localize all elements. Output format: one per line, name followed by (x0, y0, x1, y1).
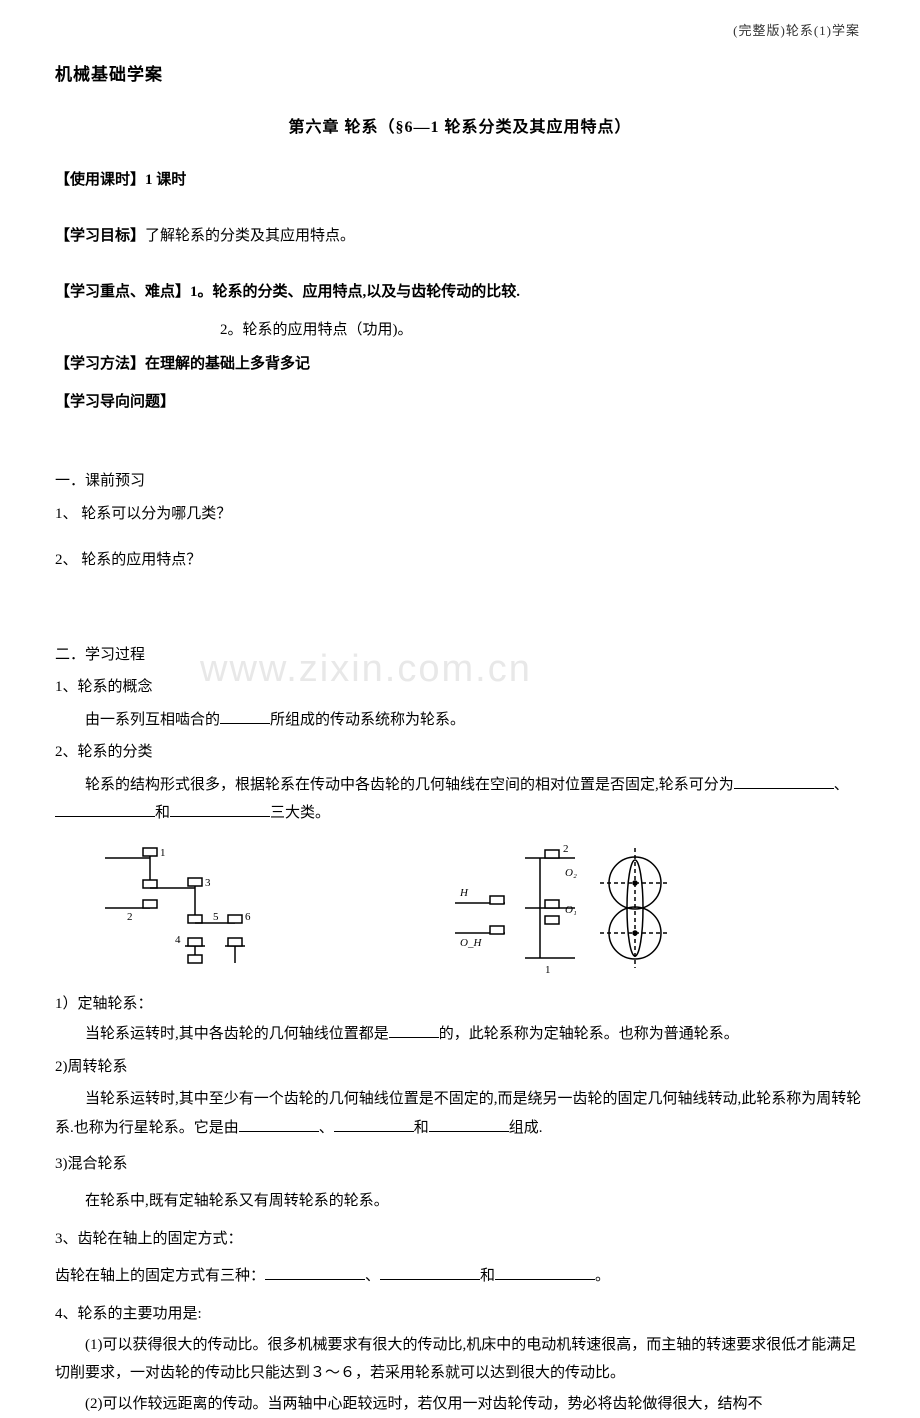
item-2-title: 2)周转轮系 (55, 1053, 865, 1082)
blank (734, 774, 834, 789)
method-label: 【学习方法】 (55, 356, 145, 372)
chapter-title: 第六章 轮系（§6—1 轮系分类及其应用特点） (55, 113, 865, 137)
blank (170, 802, 270, 817)
sec2-1-title: 1、轮系的概念 (55, 673, 865, 702)
sec2-2-text-d: 三大类。 (270, 805, 330, 821)
method-text: 在理解的基础上多背多记 (145, 356, 310, 372)
svg-text:O₁: O₁ (565, 904, 577, 916)
item-2-text-d: 组成. (509, 1120, 543, 1136)
item-1-text-b: 的，此轮系称为定轴轮系。也称为普通轮系。 (439, 1026, 739, 1042)
sec2-2-text-a: 轮系的结构形式很多，根据轮系在传动中各齿轮的几何轴线在空间的相对位置是否固定,轮… (55, 777, 734, 793)
svg-text:H: H (459, 887, 469, 899)
sec2-3-text-c: 和 (480, 1268, 495, 1284)
svg-text:2: 2 (563, 843, 569, 855)
svg-text:6: 6 (245, 911, 251, 923)
diagram-fixed-axis: 1 3 2 5 6 4 (85, 838, 265, 978)
item-1-text-a: 当轮系运转时,其中各齿轮的几何轴线位置都是 (85, 1026, 389, 1042)
sec2-2-title: 2、轮系的分类 (55, 738, 865, 767)
blank (265, 1265, 365, 1280)
sec1-q1: 1、 轮系可以分为哪几类？ (55, 500, 865, 529)
sec2-3-title: 3、齿轮在轴上的固定方式： (55, 1225, 865, 1254)
goal-label: 【学习目标】 (55, 228, 145, 244)
focus-item1: 1。轮系的分类、应用特点,以及与齿轮传动的比较. (190, 284, 520, 300)
svg-text:1: 1 (545, 964, 551, 976)
guide-label: 【学习导向问题】 (55, 394, 175, 410)
sec2-3-text-a: 齿轮在轴上的固定方式有三种： (55, 1268, 265, 1284)
sec2-3-text-b: 、 (365, 1268, 380, 1284)
focus: 【学习重点、难点】1。轮系的分类、应用特点,以及与齿轮传动的比较. (55, 277, 865, 307)
sec2-title: 二．学习过程 (55, 641, 865, 670)
diagram-epicyclic: H O_H 2 O₂ O₁ 1 (445, 838, 695, 978)
goal: 【学习目标】了解轮系的分类及其应用特点。 (55, 221, 865, 251)
item-2-text: 当轮系运转时,其中至少有一个齿轮的几何轴线位置是不固定的,而是绕另一齿轮的固定几… (55, 1085, 865, 1142)
item-2-text-c: 和 (414, 1120, 429, 1136)
sec2-1-text-b: 所组成的传动系统称为轮系。 (270, 712, 465, 728)
item-3-text: 在轮系中,既有定轴轮系又有周转轮系的轮系。 (55, 1187, 865, 1216)
svg-text:O_H: O_H (460, 937, 482, 949)
guide: 【学习导向问题】 (55, 387, 865, 417)
item-1-title: 1）定轴轮系： (55, 990, 865, 1019)
blank (389, 1023, 439, 1038)
class-hours: 【使用课时】1 课时 (55, 165, 865, 195)
focus-label: 【学习重点、难点】 (55, 284, 190, 300)
blank (220, 709, 270, 724)
item-1-text: 当轮系运转时,其中各齿轮的几何轴线位置都是 的，此轮系称为定轴轮系。也称为普通轮系… (55, 1020, 865, 1049)
blank (380, 1265, 480, 1280)
goal-text: 了解轮系的分类及其应用特点。 (145, 228, 355, 244)
blank (429, 1117, 509, 1132)
sec2-4-p1: (1)可以获得很大的传动比。很多机械要求有很大的传动比,机床中的电动机转速很高，… (55, 1331, 865, 1388)
class-hours-value: 1 课时 (145, 172, 186, 188)
sec2-3-text: 齿轮在轴上的固定方式有三种： 、 和 。 (55, 1262, 865, 1291)
svg-text:5: 5 (213, 911, 219, 923)
svg-text:O₂: O₂ (565, 867, 577, 879)
focus-item2: 2。轮系的应用特点（功用)。 (55, 315, 865, 345)
blank (55, 802, 155, 817)
item-3-title: 3)混合轮系 (55, 1150, 865, 1179)
sec2-1-text-a: 由一系列互相啮合的 (85, 712, 220, 728)
sec2-1-text: 由一系列互相啮合的 所组成的传动系统称为轮系。 (55, 706, 865, 735)
item-2-text-b: 、 (319, 1120, 334, 1136)
class-hours-label: 【使用课时】 (55, 172, 145, 188)
sec2-2-text: 轮系的结构形式很多，根据轮系在传动中各齿轮的几何轴线在空间的相对位置是否固定,轮… (55, 771, 865, 828)
sec2-4-title: 4、轮系的主要功用是: (55, 1300, 865, 1329)
header-watermark: (完整版)轮系(1)学案 (733, 20, 860, 39)
diagram-row: 1 3 2 5 6 4 (55, 830, 865, 986)
sec1-q2: 2、 轮系的应用特点？ (55, 546, 865, 575)
sec2-3-text-d: 。 (595, 1268, 610, 1284)
blank (334, 1117, 414, 1132)
doc-title: 机械基础学案 (55, 60, 865, 85)
blank (495, 1265, 595, 1280)
blank (239, 1117, 319, 1132)
svg-text:2: 2 (127, 911, 133, 923)
sec1-title: 一．课前预习 (55, 467, 865, 496)
sec2-2-text-b: 、 (834, 777, 849, 793)
sec2-2-text-c: 和 (155, 805, 170, 821)
svg-text:4: 4 (175, 934, 181, 946)
method: 【学习方法】在理解的基础上多背多记 (55, 349, 865, 379)
svg-text:3: 3 (205, 877, 211, 889)
sec2-4-p2: (2)可以作较远距离的传动。当两轴中心距较远时，若仅用一对齿轮传动，势必将齿轮做… (55, 1390, 865, 1418)
page-content: 机械基础学案 第六章 轮系（§6—1 轮系分类及其应用特点） 【使用课时】1 课… (0, 0, 920, 1418)
svg-text:1: 1 (160, 847, 166, 859)
